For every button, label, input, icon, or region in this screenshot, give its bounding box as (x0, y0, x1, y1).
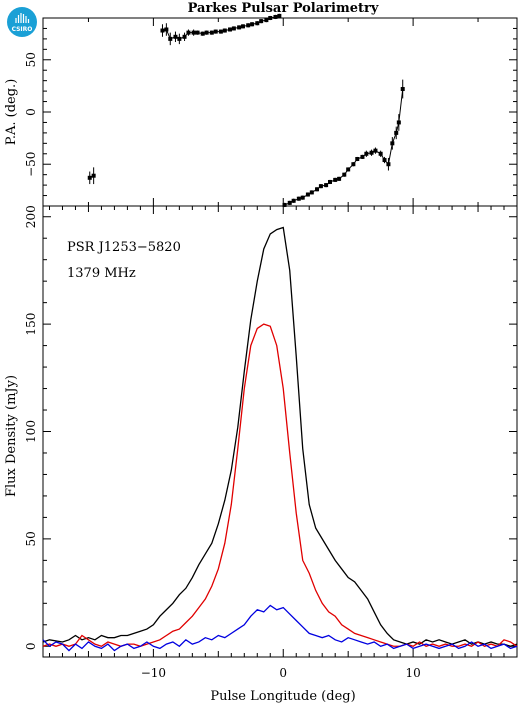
flux-x-tick-label: 0 (279, 666, 287, 680)
flux-y-tick-label: 200 (24, 205, 38, 228)
csiro-logo-bars-icon (15, 13, 30, 23)
chart-title: Parkes Pulsar Polarimetry (188, 1, 379, 16)
flux-y-tick-label: 0 (24, 642, 38, 650)
flux-y-tick-label: 50 (24, 531, 38, 546)
flux-series-linear (42, 323, 518, 648)
csiro-logo-icon (7, 7, 37, 37)
pa-panel-frame (42, 17, 518, 207)
pa-y-tick-label: 0 (24, 108, 38, 116)
pa-y-tick-label: 50 (24, 52, 38, 67)
pa-y-tick-label: −50 (24, 152, 38, 177)
pa-points (87, 13, 405, 208)
observing-frequency: 1379 MHz (67, 266, 136, 281)
flux-lines (42, 226, 518, 652)
pa-connector-line (89, 15, 404, 206)
pa-axis-label: P.A. (deg.) (4, 79, 19, 146)
flux-x-tick-label: 10 (405, 666, 420, 680)
csiro-logo-text: CSIRO (12, 26, 33, 33)
pa-panel: −50 0 50 P.A. (deg.) (4, 13, 518, 208)
flux-y-tick-label: 150 (24, 313, 38, 336)
flux-series-total (42, 226, 518, 647)
x-axis-label: Pulse Longitude (deg) (210, 689, 355, 704)
pa-axis-ticks: −50 0 50 (24, 18, 517, 206)
pulsar-name: PSR J1253−5820 (67, 240, 181, 255)
flux-axis-label: Flux Density (mJy) (4, 375, 19, 497)
flux-series-circular (42, 604, 518, 652)
flux-x-tick-label: −10 (141, 666, 166, 680)
csiro-logo: CSIRO (7, 7, 37, 37)
pa-point (277, 13, 282, 18)
flux-y-tick-label: 100 (24, 420, 38, 443)
